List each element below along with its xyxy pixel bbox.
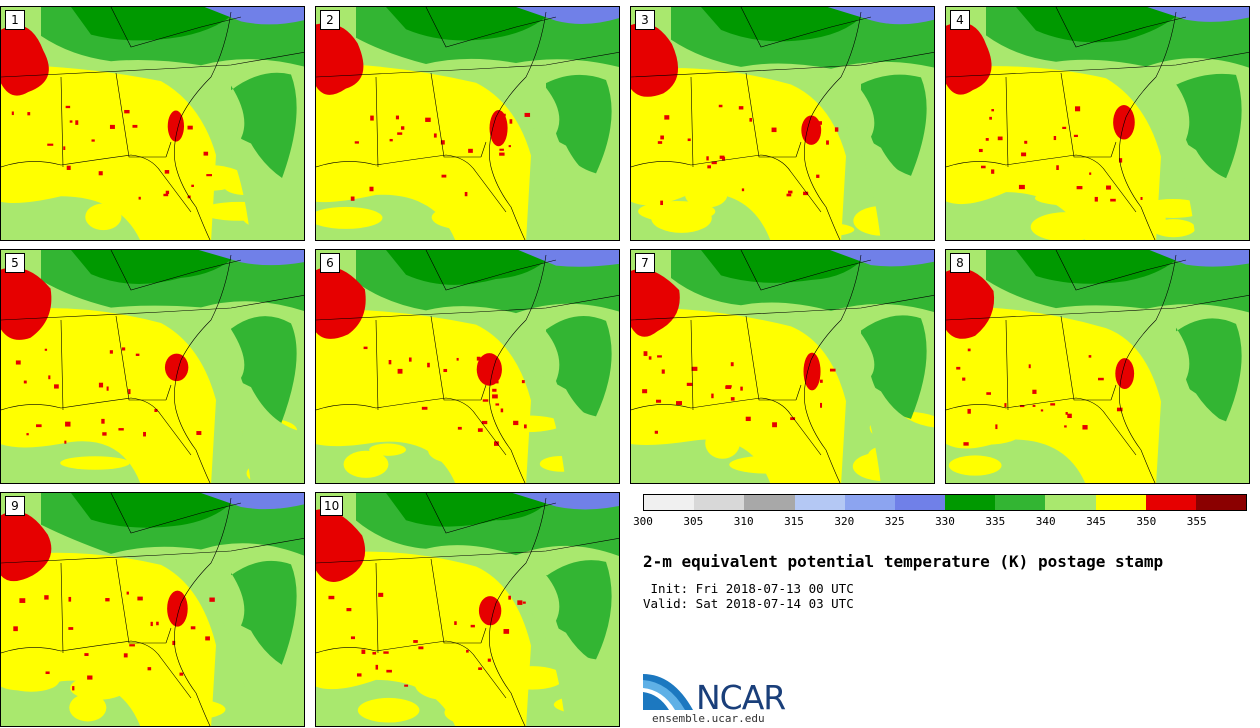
member-number-label: 2 [320,10,340,30]
ensemble-member-map-5: 5 [0,249,305,484]
ensemble-member-map-8: 8 [945,249,1250,484]
colorbar-swatch-1 [694,495,745,510]
member-number-label: 10 [320,496,344,516]
colorbar-swatch-9 [1095,495,1146,510]
colorbar-tick-label: 335 [985,515,1006,528]
ensemble-member-map-1: 1 [0,6,305,241]
colorbar-tick-label: 355 [1186,515,1207,528]
member-number-label: 7 [635,253,655,273]
website-label: ensemble.ucar.edu [652,712,765,725]
member-number-label: 9 [5,496,25,516]
figure-title: 2-m equivalent potential temperature (K)… [643,552,1164,571]
colorbar-swatch-7 [995,495,1046,510]
colorbar-tick-label: 345 [1086,515,1106,528]
colorbar-tick-label: 315 [784,515,804,528]
ensemble-member-map-7: 7 [630,249,935,484]
colorbar-swatch-10 [1145,495,1196,510]
member-number-label: 4 [950,10,970,30]
colorbar-tick-label: 300 [633,515,653,528]
valid-time: Valid: Sat 2018-07-14 03 UTC [643,596,854,611]
colorbar-swatch-2 [744,495,795,510]
ncar-logo-text: NCAR [696,678,786,717]
colorbar-swatch-6 [945,495,996,510]
colorbar-tick-label: 340 [1035,515,1056,528]
member-number-label: 3 [635,10,655,30]
colorbar-swatch-4 [844,495,895,510]
ensemble-member-map-3: 3 [630,6,935,241]
ensemble-member-map-9: 9 [0,492,305,727]
member-number-label: 5 [5,253,25,273]
colorbar [643,494,1247,511]
colorbar-swatch-0 [644,495,695,510]
ensemble-member-map-4: 4 [945,6,1250,241]
ensemble-member-map-6: 6 [315,249,620,484]
colorbar-swatch-3 [794,495,845,510]
colorbar-tick-label: 350 [1136,515,1157,528]
colorbar-tick-label: 305 [683,515,704,528]
colorbar-swatch-8 [1045,495,1096,510]
member-number-label: 1 [5,10,25,30]
colorbar-tick-label: 310 [733,515,754,528]
member-number-label: 6 [320,253,340,273]
colorbar-tick-label: 330 [935,515,955,528]
colorbar-swatch-5 [894,495,946,510]
colorbar-tick-label: 320 [834,515,855,528]
ensemble-member-map-10: 10 [315,492,620,727]
colorbar-tick-label: 325 [884,515,905,528]
colorbar-swatch-11 [1195,495,1247,510]
init-time: Init: Fri 2018-07-13 00 UTC [643,581,854,596]
ncar-logo-icon [643,674,693,710]
ensemble-member-map-2: 2 [315,6,620,241]
member-number-label: 8 [950,253,970,273]
